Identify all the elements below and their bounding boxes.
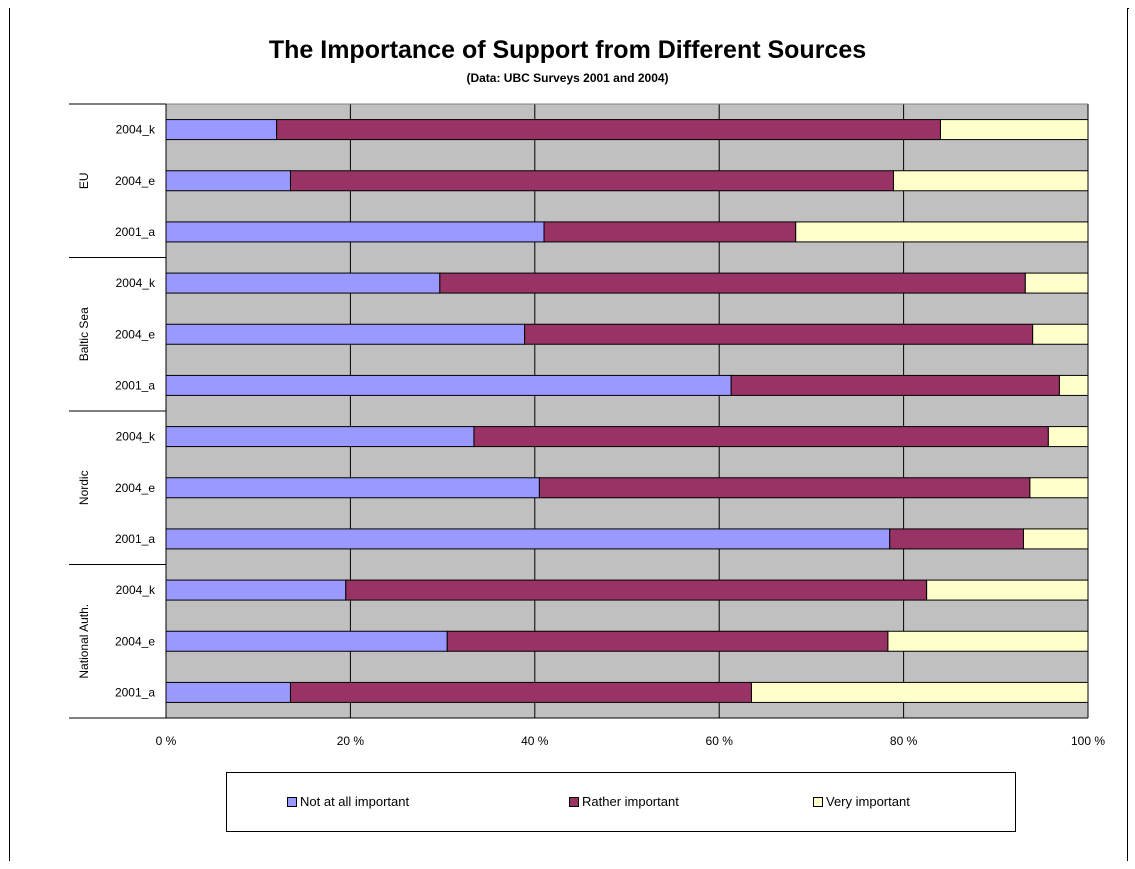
legend-label-very-important: Very important (826, 794, 910, 809)
bar-segment (1032, 323, 1089, 345)
y-tick-label: 2004_k (116, 583, 156, 597)
x-tick-label: 60 % (706, 734, 734, 748)
legend-swatch-not-important (287, 796, 297, 807)
bar-segment (165, 681, 291, 703)
bar-segment (165, 119, 278, 141)
x-tick-label: 0 % (156, 734, 177, 748)
bar-segment (795, 221, 1089, 243)
bar-segment (524, 323, 1034, 345)
bar-segment (1022, 528, 1089, 550)
bar-segment (446, 630, 889, 652)
group-label: Baltic Sea (77, 307, 91, 361)
bar-segment (1058, 374, 1089, 396)
bar-segment (165, 323, 526, 345)
legend-swatch-very-important (813, 796, 823, 807)
bar-segment (165, 221, 545, 243)
bar-segment (165, 426, 475, 448)
bar-segment (165, 630, 448, 652)
bar-segment (276, 119, 941, 141)
bar-segment (1029, 477, 1089, 499)
y-tick-label: 2004_k (116, 123, 156, 137)
y-tick-label: 2004_e (115, 634, 155, 648)
bar-segment (730, 374, 1060, 396)
bar-segment (165, 477, 540, 499)
legend-item-not-important: Not at all important (287, 794, 409, 809)
plot-background (166, 104, 1088, 718)
group-label: EU (77, 172, 91, 189)
x-tick-label: 20 % (337, 734, 365, 748)
y-tick-label: 2001_a (115, 532, 155, 546)
legend-label-rather-important: Rather important (582, 794, 679, 809)
bar-segment (345, 579, 928, 601)
bar-segment (926, 579, 1089, 601)
bar-segment (439, 272, 1026, 294)
bar-segment (165, 579, 347, 601)
y-tick-label: 2004_e (115, 481, 155, 495)
y-tick-label: 2004_k (116, 430, 156, 444)
y-tick-label: 2004_e (115, 174, 155, 188)
legend-item-very-important: Very important (813, 794, 910, 809)
chart-subtitle: (Data: UBC Surveys 2001 and 2004) (466, 71, 669, 85)
bar-segment (289, 681, 752, 703)
chart-title: The Importance of Support from Different… (268, 36, 867, 64)
bar-segment (289, 170, 894, 192)
legend-label-not-important: Not at all important (300, 794, 410, 809)
x-tick-label: 80 % (890, 734, 918, 748)
bar-segment (1047, 426, 1089, 448)
bar-segment (892, 170, 1089, 192)
bar-segment (165, 272, 441, 294)
y-tick-label: 2004_k (116, 276, 156, 290)
bar-segment (887, 630, 1089, 652)
legend-swatch-rather-important (569, 796, 579, 807)
bar-segment (1024, 272, 1089, 294)
bar-segment (939, 119, 1089, 141)
legend-item-rather-important: Rather important (569, 794, 679, 809)
chart-legend: Not at all important Rather important Ve… (226, 772, 1016, 832)
x-tick-label: 100 % (1071, 734, 1105, 748)
y-tick-label: 2001_a (115, 225, 155, 239)
bar-segment (889, 528, 1024, 550)
bar-segment (473, 426, 1049, 448)
y-tick-label: 2001_a (115, 685, 155, 699)
group-label: National Auth. (77, 604, 91, 679)
bar-segment (165, 528, 891, 550)
bar-segment (538, 477, 1031, 499)
bar-segment (750, 681, 1089, 703)
group-label: Nordic (77, 470, 91, 505)
y-tick-label: 2001_a (115, 378, 155, 392)
bar-segment (165, 170, 291, 192)
bar-segment (165, 374, 732, 396)
bar-segment (543, 221, 797, 243)
y-tick-label: 2004_e (115, 327, 155, 341)
x-tick-label: 40 % (521, 734, 549, 748)
